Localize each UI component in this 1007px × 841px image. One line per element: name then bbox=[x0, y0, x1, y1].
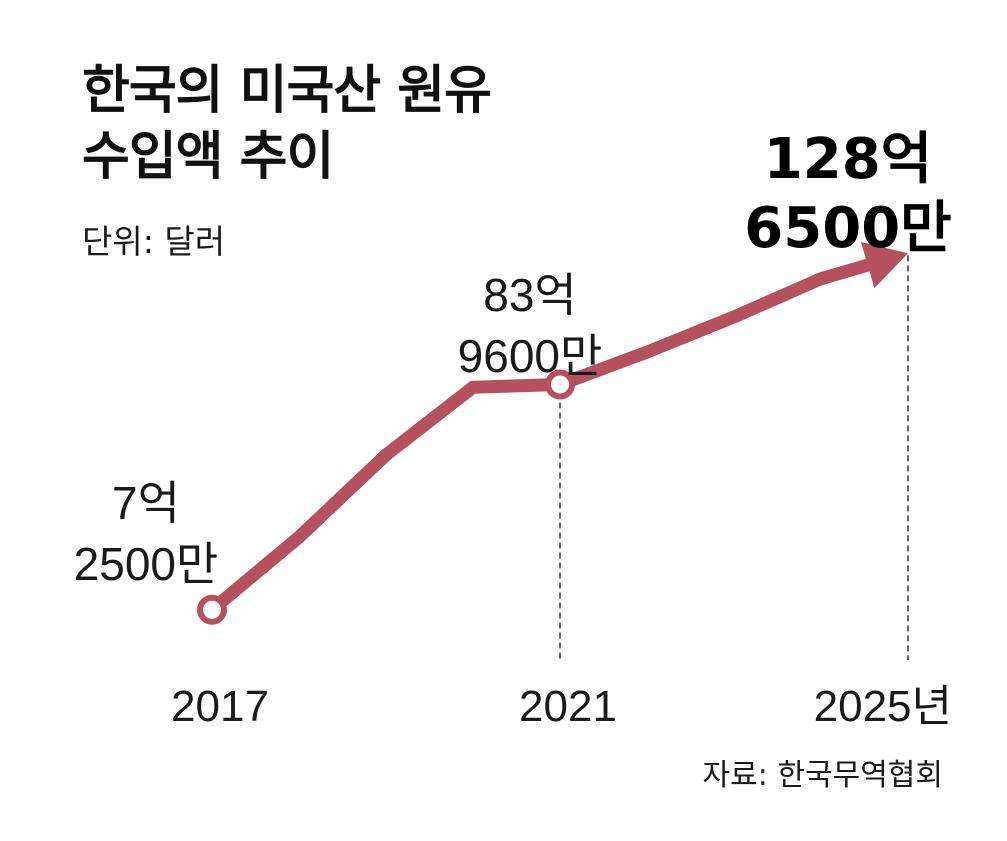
series-arrow-head bbox=[861, 242, 908, 289]
chart-title-line-2: 수입액 추이 bbox=[82, 127, 334, 187]
data-label-2021-line-2: 9600만 bbox=[458, 330, 603, 382]
x-tick-label-2017: 2017 bbox=[171, 682, 269, 731]
source-note: 자료: 한국무역협회 bbox=[702, 758, 943, 793]
x-tick-label-2021: 2021 bbox=[519, 682, 617, 731]
chart-title: 한국의 미국산 원유 수입액 추이 bbox=[82, 58, 492, 190]
data-label-2017-line-1: 7억 bbox=[112, 477, 180, 529]
data-label-2021-line-1: 83억 bbox=[483, 269, 577, 321]
x-tick-label-2025: 2025년 bbox=[814, 682, 952, 731]
data-label-2017-line-2: 2500만 bbox=[74, 538, 219, 590]
data-point-2017 bbox=[197, 594, 227, 625]
data-label-2025-line-2: 6500만 bbox=[744, 196, 951, 261]
data-label-2025-line-1: 128억 bbox=[764, 127, 932, 192]
chart-title-line-1: 한국의 미국산 원유 bbox=[82, 61, 492, 121]
unit-label: 단위: 달러 bbox=[82, 222, 226, 261]
data-point-2021 bbox=[545, 369, 575, 400]
